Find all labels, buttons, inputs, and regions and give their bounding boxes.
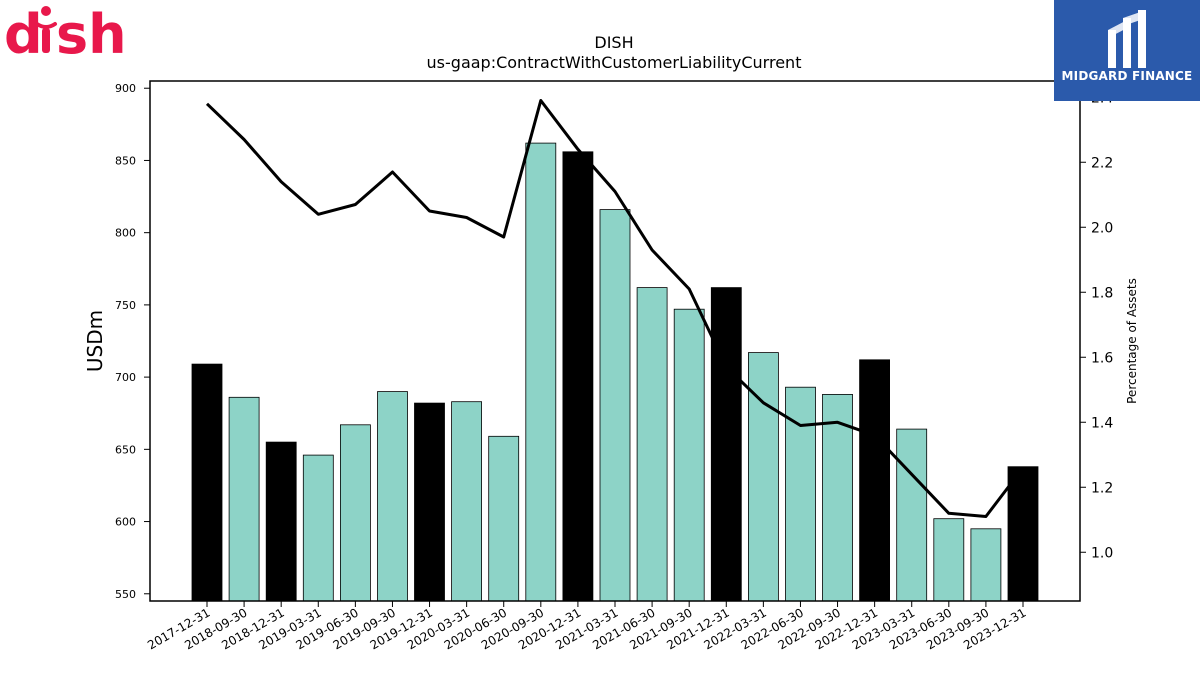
- y2-axis-label: Percentage of Assets: [1125, 278, 1139, 404]
- chart-subtitle: us-gaap:ContractWithCustomerLiabilityCur…: [427, 53, 802, 72]
- bar-2023-03-31: [896, 428, 928, 602]
- bar-2023-12-31: [1007, 466, 1039, 602]
- x-axis-ticks: 2017-12-312018-09-302018-12-312019-03-31…: [145, 601, 1029, 652]
- bar-2020-03-31: [451, 401, 483, 602]
- bar-2018-09-30: [228, 396, 260, 602]
- y-tick-label: 700: [115, 371, 136, 384]
- midgard-mark-icon: [1108, 10, 1146, 68]
- y2-tick-label: 1.6: [1091, 350, 1113, 366]
- dish-logo-icon: d sh: [4, 3, 127, 66]
- svg-text:d: d: [4, 3, 43, 62]
- y-tick-label: 900: [115, 82, 136, 95]
- bar-2022-12-31: [859, 359, 890, 602]
- midgard-finance-wordmark: MIDGARD FINANCE: [1061, 69, 1193, 83]
- y2-tick-label: 1.0: [1091, 545, 1113, 561]
- chart-title: DISH: [594, 33, 633, 52]
- y2-tick-label: 2.2: [1091, 155, 1113, 171]
- y-tick-label: 850: [115, 154, 136, 167]
- y-axis-ticks: 550 600 650 700 750 800 850 900: [115, 82, 150, 601]
- bar-2023-09-30: [970, 528, 1002, 602]
- ratio-line: [205, 99, 1025, 518]
- bar-2022-09-30: [822, 393, 853, 602]
- y-tick-label: 550: [115, 588, 136, 601]
- y-tick-label: 800: [115, 227, 136, 240]
- bar-2021-09-30: [673, 308, 705, 602]
- dish-logo: d sh: [4, 2, 139, 66]
- bar-2019-12-31: [414, 402, 445, 602]
- bar-2021-06-30: [636, 287, 668, 602]
- bar-2021-03-31: [599, 209, 631, 602]
- y-axis-label: USDm: [83, 310, 107, 372]
- y2-tick-label: 1.8: [1091, 285, 1113, 301]
- bar-series: [191, 142, 1039, 602]
- bar-2022-06-30: [785, 386, 816, 602]
- bar-2019-06-30: [339, 424, 371, 602]
- bar-2018-12-31: [265, 441, 297, 602]
- bar-2020-09-30: [525, 142, 557, 602]
- bar-2020-06-30: [488, 435, 520, 602]
- bar-2023-06-30: [933, 518, 965, 602]
- bar-2020-12-31: [562, 151, 594, 602]
- y2-tick-label: 1.2: [1091, 480, 1113, 496]
- y2-tick-label: 2.0: [1091, 220, 1113, 236]
- bar-2022-03-31: [748, 352, 779, 602]
- midgard-finance-logo: MIDGARD FINANCE: [1054, 0, 1200, 101]
- bar-2021-12-31: [710, 287, 742, 602]
- bar-2017-12-31: [191, 363, 223, 602]
- y-tick-label: 650: [115, 443, 136, 456]
- bar-2019-03-31: [302, 454, 334, 602]
- y-tick-label: 600: [115, 516, 136, 529]
- y-tick-label: 750: [115, 299, 136, 312]
- y2-axis-ticks: 1.01.21.41.61.82.02.22.4: [1080, 90, 1113, 561]
- y2-tick-label: 1.4: [1091, 415, 1113, 431]
- bar-2019-09-30: [377, 391, 408, 602]
- svg-text:sh: sh: [56, 3, 127, 62]
